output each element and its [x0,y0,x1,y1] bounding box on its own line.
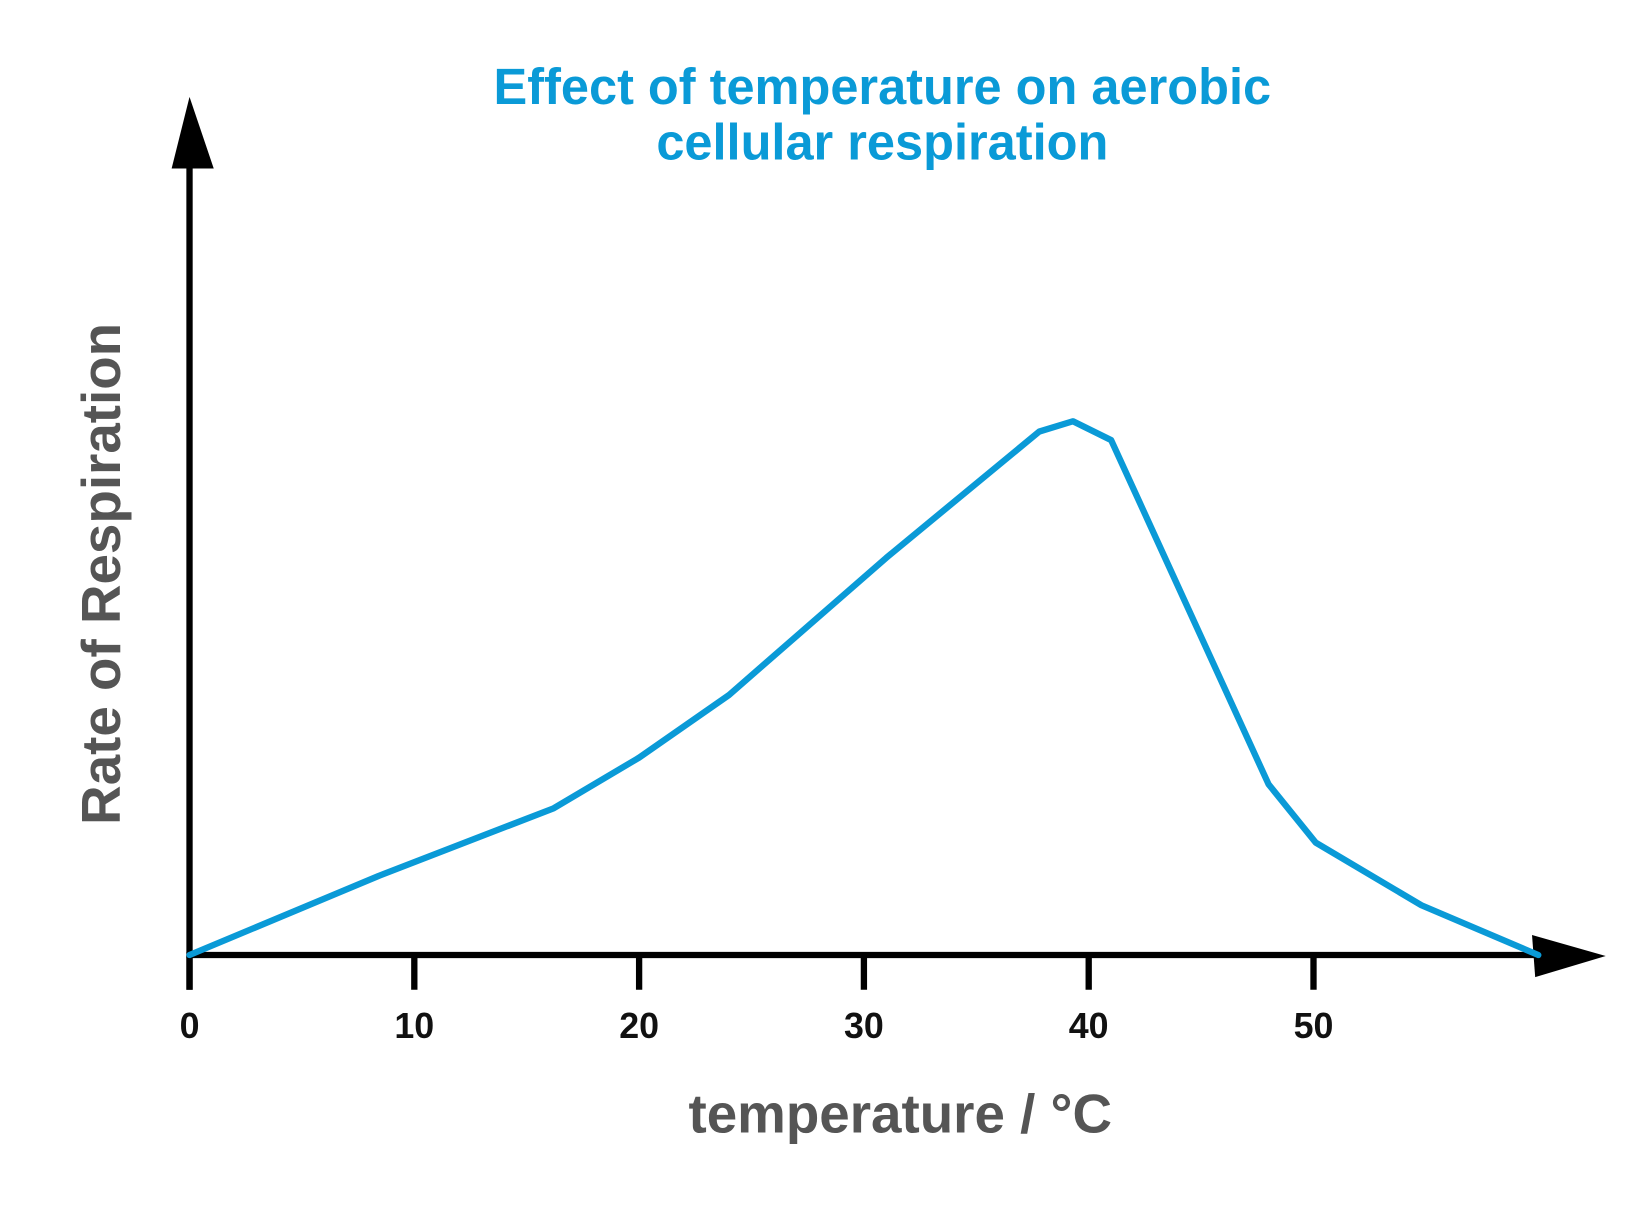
y-axis-arrow [171,96,214,169]
x-axis-label: temperature / °C [688,1083,1112,1145]
x-tick-label: 50 [1294,1006,1334,1046]
x-axis-arrow [1532,935,1606,978]
x-tick-label: 10 [394,1006,434,1046]
chart-title: cellular respiration [656,114,1108,171]
y-axis-label: Rate of Respiration [70,323,132,825]
x-tick-label: 30 [844,1006,884,1046]
data-line [186,418,1542,959]
chart-title: Effect of temperature on aerobic [494,58,1272,115]
x-tick-label: 40 [1069,1006,1109,1046]
x-tick-label: 20 [619,1006,659,1046]
x-tick-label: 0 [180,1006,200,1046]
